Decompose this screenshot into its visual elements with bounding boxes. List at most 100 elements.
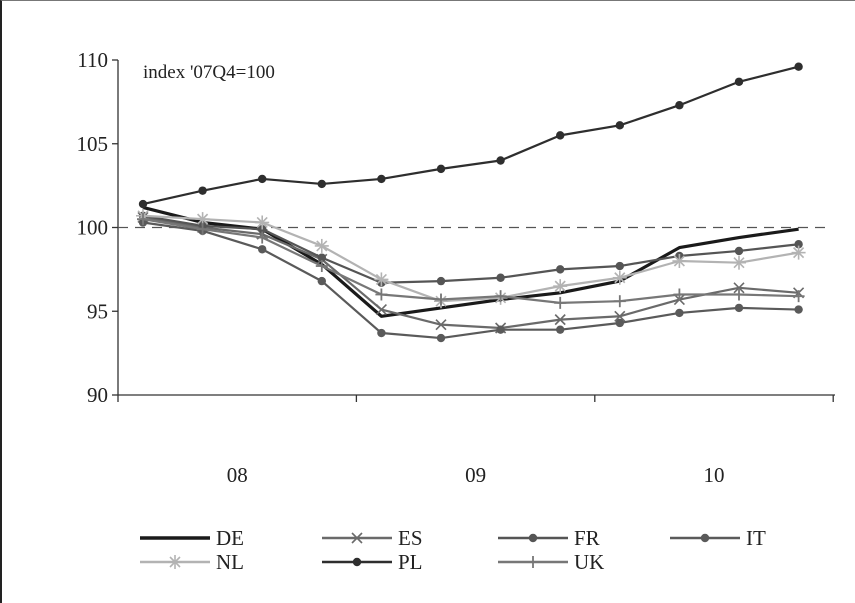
- series-lines: [136, 62, 806, 343]
- legend-item-nl: NL: [140, 550, 244, 574]
- legend-marker-es: [351, 532, 363, 544]
- data-point-pl: [258, 174, 267, 184]
- legend-label-pl: PL: [398, 550, 423, 574]
- legend-label-es: ES: [398, 526, 423, 550]
- legend-item-it: IT: [670, 526, 766, 550]
- data-point-es: [733, 282, 745, 294]
- data-point-pl: [436, 164, 446, 174]
- y-tick-label: 110: [77, 48, 108, 72]
- data-point-pl: [734, 77, 744, 86]
- legend-item-de: DE: [140, 526, 244, 550]
- series-line-nl: [142, 214, 799, 303]
- data-point-pl: [138, 199, 148, 209]
- data-point-uk: [494, 290, 507, 303]
- data-point-pl: [317, 179, 326, 189]
- data-point-pl: [615, 121, 624, 130]
- data-point-fr: [496, 273, 505, 282]
- series-fr: [138, 211, 803, 287]
- data-point-uk: [196, 223, 209, 236]
- data-point-uk: [137, 213, 149, 226]
- series-it: [138, 218, 803, 343]
- data-point-it: [317, 276, 326, 286]
- data-point-nl: [612, 270, 627, 285]
- data-point-uk: [435, 293, 447, 306]
- legend-label-uk: UK: [574, 550, 604, 574]
- data-point-fr: [556, 265, 565, 274]
- data-point-uk: [256, 231, 269, 244]
- data-point-nl: [255, 215, 270, 230]
- series-line-fr: [142, 214, 799, 284]
- data-point-uk: [673, 288, 686, 301]
- data-point-uk: [613, 295, 626, 308]
- data-point-fr: [317, 253, 326, 262]
- data-point-es: [375, 304, 387, 316]
- data-point-nl: [553, 279, 568, 294]
- series-line-uk: [142, 218, 799, 304]
- data-point-uk: [554, 296, 567, 309]
- data-point-pl: [198, 186, 207, 195]
- data-point-it: [377, 328, 386, 338]
- legend: DE ES FR IT NL PL UK: [140, 526, 766, 574]
- data-point-nl: [732, 255, 746, 270]
- x-tick-label: 10: [704, 463, 725, 487]
- series-line-es: [142, 216, 799, 330]
- data-point-pl: [794, 62, 803, 71]
- series-line-it: [142, 221, 799, 340]
- data-point-es: [435, 319, 447, 331]
- legend-item-uk: UK: [498, 550, 604, 574]
- series-es: [137, 211, 805, 334]
- data-point-es: [614, 310, 626, 322]
- data-point-pl: [496, 156, 505, 165]
- data-point-it: [258, 245, 267, 254]
- series-uk: [137, 213, 805, 309]
- data-point-pl: [377, 174, 386, 184]
- plot-axes: 90 95 100 105 110 08 09 10: [77, 48, 835, 487]
- data-point-it: [675, 308, 684, 318]
- legend-item-pl: PL: [322, 550, 423, 574]
- series-line-pl: [142, 65, 799, 206]
- legend-marker-it: [700, 533, 710, 543]
- data-point-fr: [436, 276, 446, 286]
- data-point-nl: [314, 238, 329, 253]
- data-point-nl: [791, 245, 806, 260]
- legend-marker-fr: [528, 533, 538, 543]
- data-point-it: [556, 325, 565, 334]
- data-point-uk: [733, 288, 745, 301]
- legend-marker-nl: [168, 555, 182, 569]
- series-nl: [136, 208, 806, 309]
- data-point-it: [436, 333, 446, 343]
- data-point-it: [794, 305, 803, 314]
- data-point-fr: [734, 246, 744, 256]
- y-tick-label: 100: [77, 216, 109, 240]
- data-point-it: [496, 325, 505, 334]
- x-tick-label: 09: [465, 463, 486, 487]
- data-point-it: [615, 318, 624, 328]
- legend-label-fr: FR: [574, 526, 600, 550]
- data-point-pl: [556, 131, 565, 140]
- data-point-uk: [315, 260, 328, 273]
- legend-marker-pl: [352, 557, 362, 567]
- x-tick-label: 08: [227, 463, 248, 487]
- data-point-es: [554, 314, 566, 326]
- y-tick-label: 105: [77, 132, 109, 156]
- legend-label-de: DE: [216, 526, 244, 550]
- data-point-nl: [374, 272, 389, 287]
- data-point-fr: [615, 261, 624, 271]
- y-tick-label: 90: [87, 383, 108, 407]
- legend-item-es: ES: [322, 526, 423, 550]
- y-tick-label: 95: [87, 299, 108, 323]
- legend-item-fr: FR: [498, 526, 600, 550]
- legend-label-it: IT: [746, 526, 766, 550]
- data-point-uk: [792, 290, 805, 303]
- legend-label-nl: NL: [216, 550, 244, 574]
- data-point-pl: [675, 101, 684, 110]
- legend-marker-uk: [527, 556, 539, 568]
- series-pl: [138, 62, 803, 209]
- index-annotation: index '07Q4=100: [143, 62, 275, 83]
- data-point-nl: [672, 254, 687, 268]
- data-point-it: [734, 303, 744, 313]
- data-point-fr: [794, 240, 803, 249]
- data-point-uk: [375, 288, 388, 301]
